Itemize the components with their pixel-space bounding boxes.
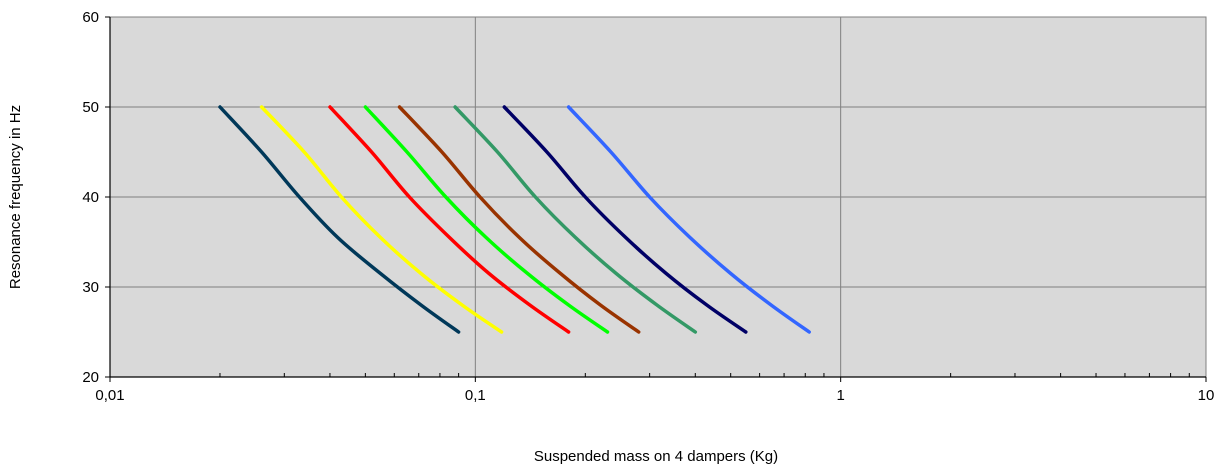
- y-tick-label: 50: [82, 99, 99, 116]
- x-tick-label: 0,1: [465, 387, 486, 404]
- series-line: [259, 105, 504, 334]
- y-tick-label: 40: [82, 189, 99, 206]
- x-tick-label: 1: [836, 387, 844, 404]
- minor-tick-marks: [219, 373, 1190, 377]
- y-tick-label: 20: [82, 369, 99, 386]
- series-line: [397, 105, 641, 334]
- series-lines: [218, 105, 811, 334]
- axes: 20 30 40 50 60 0,01 0,1 1 10: [82, 9, 1214, 404]
- y-tick-label: 30: [82, 279, 99, 296]
- y-axis-title: Resonance frequency in Hz: [7, 105, 24, 289]
- x-tick-label: 10: [1198, 387, 1215, 404]
- x-tick-label: 0,01: [95, 387, 124, 404]
- series-line: [453, 105, 698, 334]
- gridlines: [110, 17, 1206, 377]
- series-line: [566, 105, 811, 334]
- x-axis-title: Suspended mass on 4 dampers (Kg): [534, 448, 778, 465]
- series-line: [218, 105, 461, 334]
- y-axis-title-group: Resonance frequency in Hz: [7, 105, 24, 289]
- series-line: [328, 105, 571, 334]
- series-line: [502, 105, 748, 334]
- y-tick-label: 60: [82, 9, 99, 26]
- series-line: [363, 105, 610, 334]
